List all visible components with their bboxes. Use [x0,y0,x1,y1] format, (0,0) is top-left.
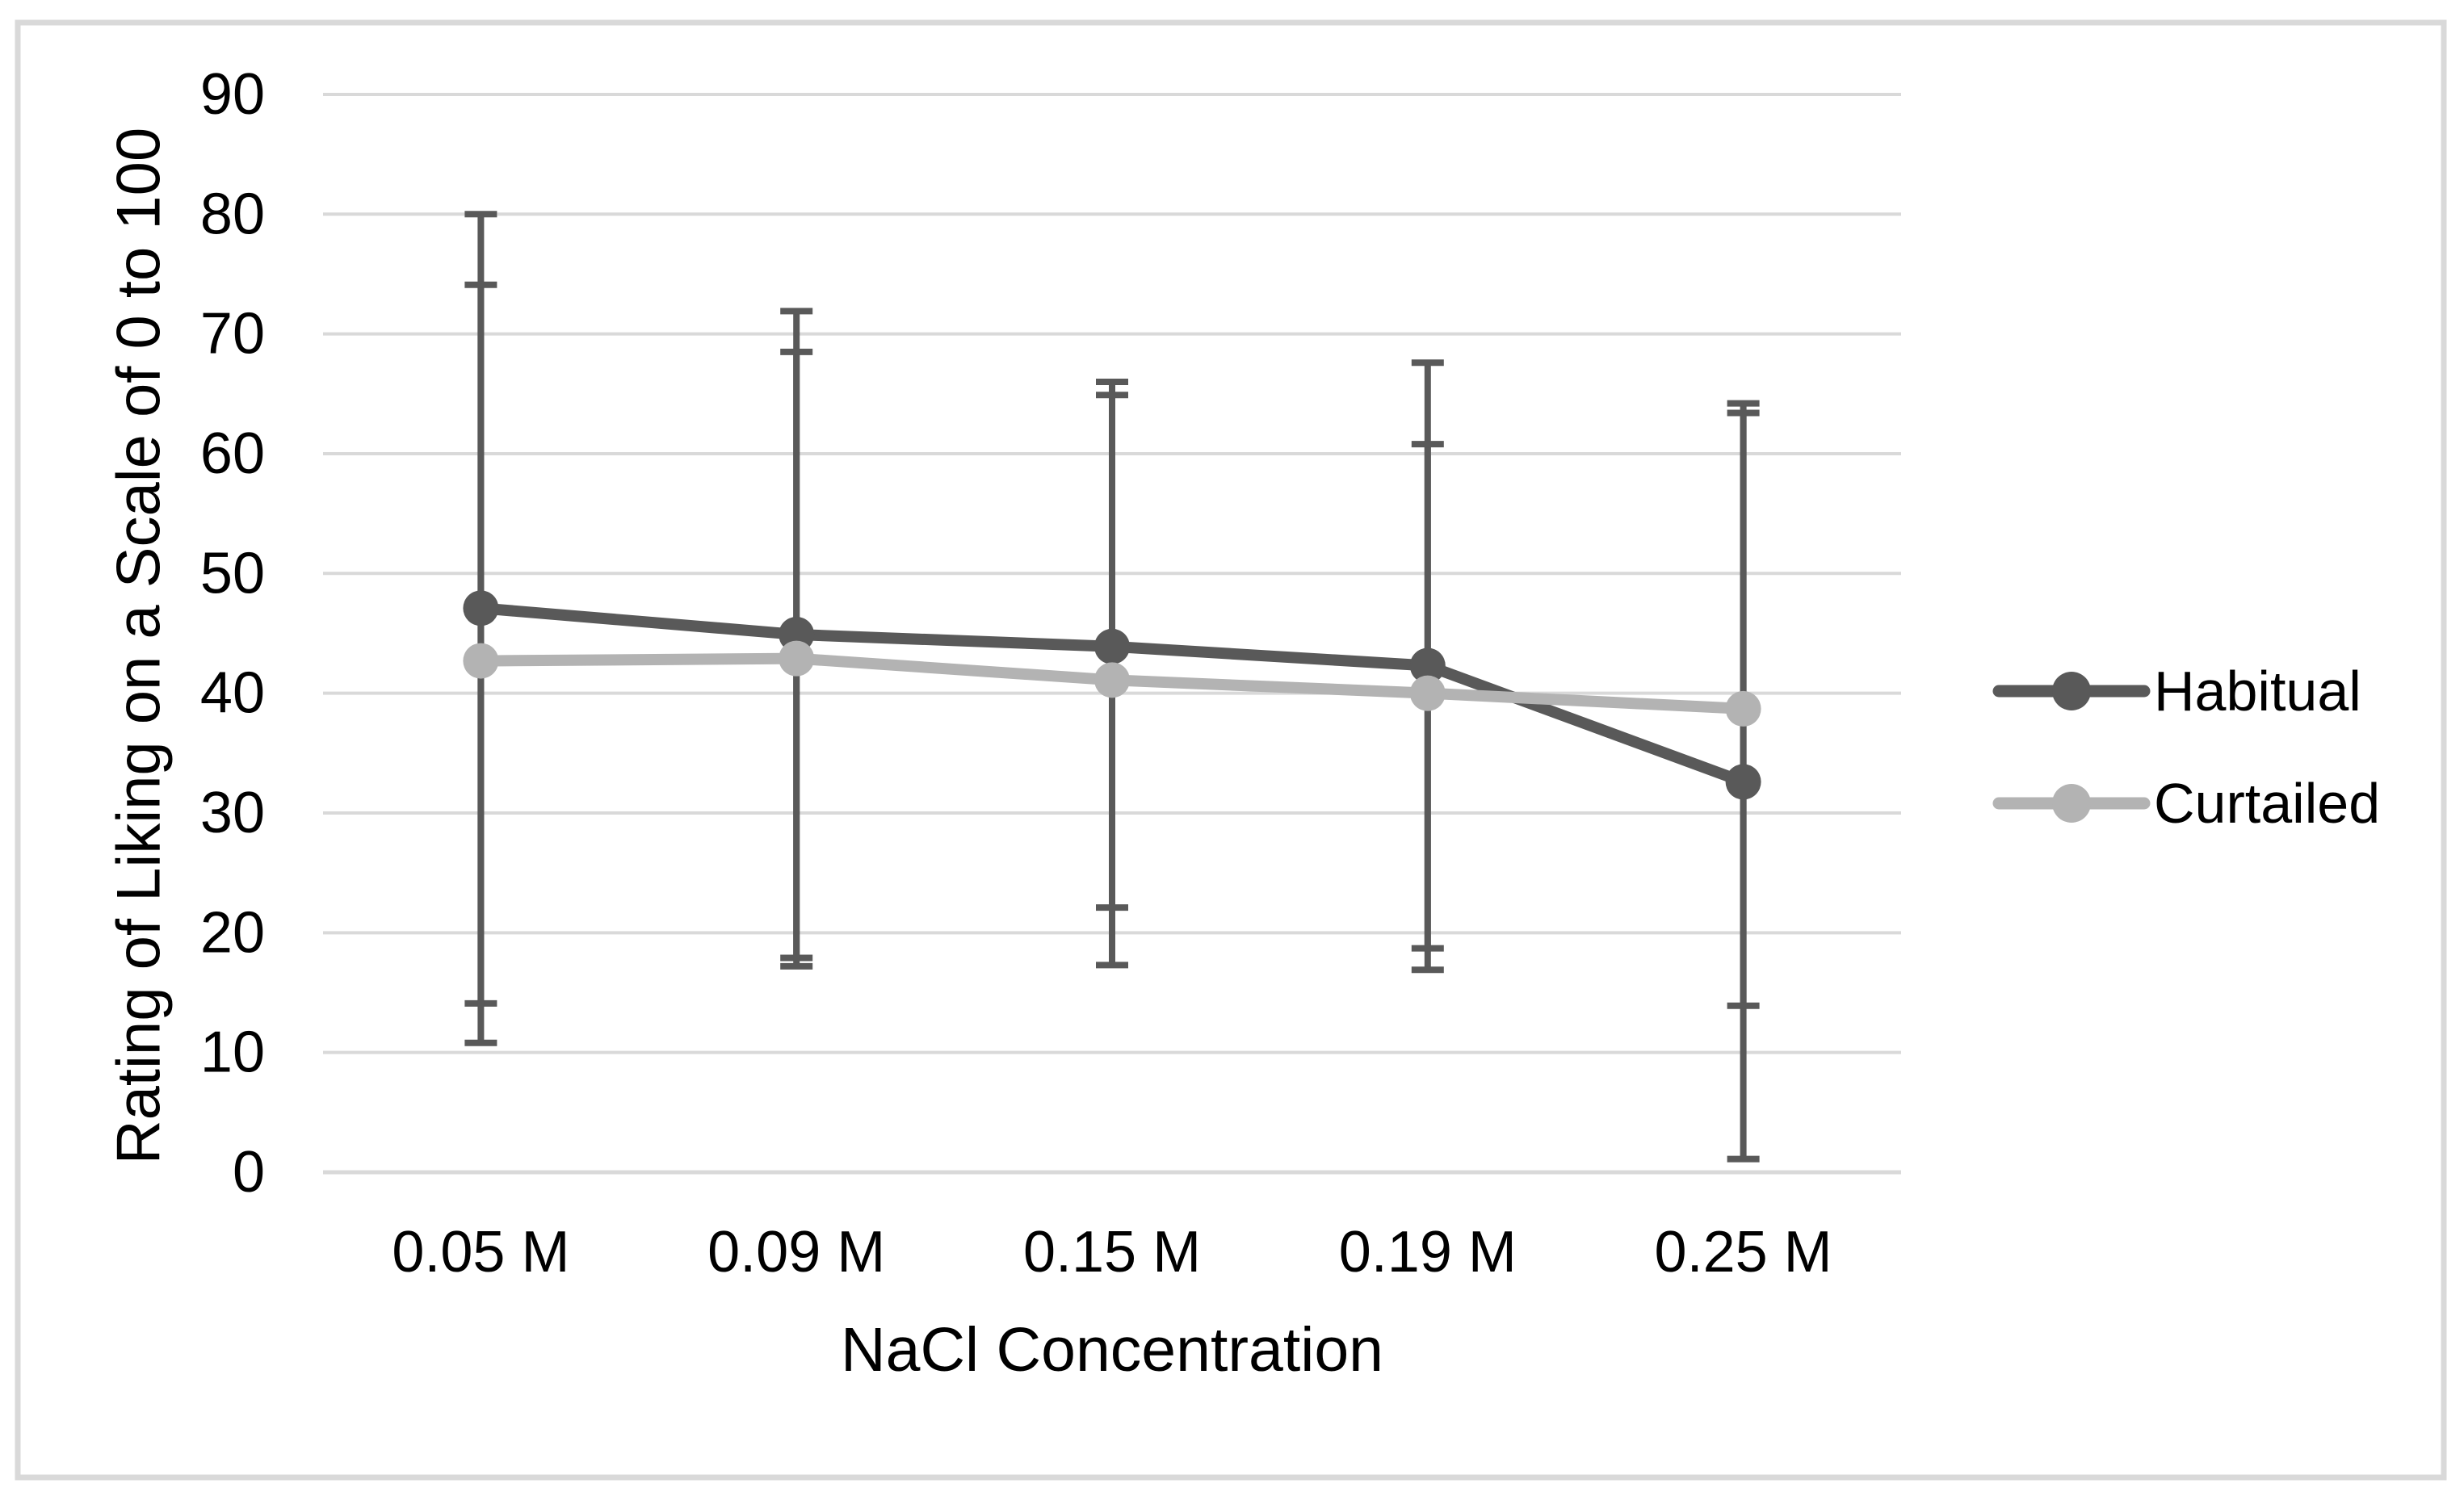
error-bars [464,211,1760,1163]
x-tick-label: 0.19 M [1339,1220,1517,1284]
marker-habitual [463,590,499,626]
x-tick-label: 0.25 M [1655,1220,1832,1284]
x-axis-title: NaCl Concentration [841,1315,1383,1385]
legend-label: Curtailed [2154,772,2380,835]
marker-habitual [1725,764,1761,800]
data-point-markers [463,590,1761,800]
y-axis-tick-labels: 0 10 20 30 40 50 60 70 80 90 [200,62,265,1205]
marker-curtailed [779,640,815,677]
y-tick-label: 10 [200,1020,265,1085]
y-tick-label: 60 [200,421,265,486]
y-tick-label: 30 [200,781,265,845]
y-tick-label: 90 [200,62,265,127]
legend-marker-swatch [2052,784,2091,823]
y-tick-label: 70 [200,302,265,367]
marker-curtailed [463,643,499,679]
marker-curtailed [1094,662,1130,698]
legend: Habitual Curtailed [1992,660,2380,835]
y-tick-label: 0 [233,1140,265,1205]
y-tick-label: 40 [200,661,265,726]
x-tick-label: 0.05 M [392,1220,569,1284]
marker-habitual [1409,647,1446,684]
legend-item-habitual: Habitual [1992,660,2361,723]
legend-marker-swatch [2052,672,2091,710]
marker-curtailed [1409,675,1446,711]
x-tick-label: 0.15 M [1023,1220,1201,1284]
legend-label: Habitual [2154,660,2361,723]
legend-item-curtailed: Curtailed [1992,772,2380,835]
y-tick-label: 50 [200,541,265,606]
x-axis-tick-labels: 0.05 M 0.09 M 0.15 M 0.19 M 0.25 M [392,1220,1832,1284]
y-tick-label: 20 [200,900,265,965]
x-tick-label: 0.09 M [707,1220,885,1284]
marker-habitual [1094,628,1130,664]
y-axis-title: Rating of Liking on a Scale of 0 to 100 [105,128,174,1164]
y-tick-label: 80 [200,182,265,246]
figure-border [15,19,2447,1481]
marker-curtailed [1725,690,1761,727]
